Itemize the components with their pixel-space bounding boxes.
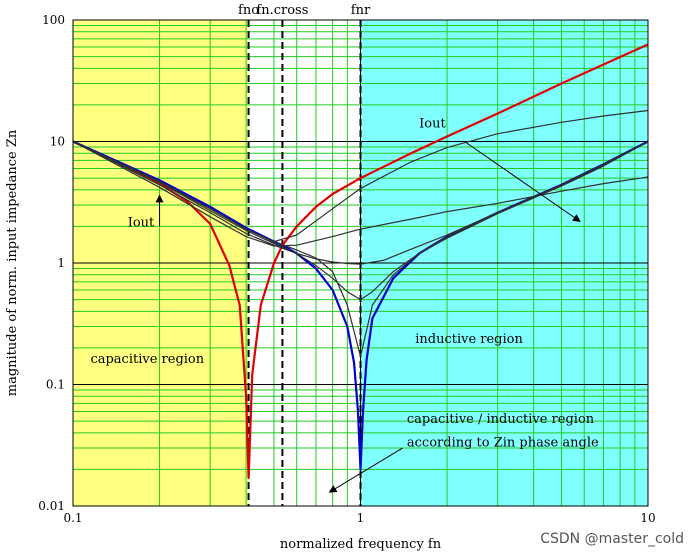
x-tick-label-0: 0.1: [63, 511, 82, 525]
annot-layer: Iout Iout capacitive region inductive regio…: [90, 117, 599, 493]
annotation-0: Iout: [128, 215, 155, 230]
annotation-2: capacitive region: [90, 352, 204, 367]
y-tick-label-4: 100: [42, 13, 65, 27]
annotation-3: inductive region: [415, 332, 523, 347]
series-line-5: [73, 140, 648, 247]
y-axis-label: magnitude of norm. input impedance Zn: [5, 129, 20, 396]
y-tick-label-0: 0.01: [38, 499, 65, 513]
marker-label-2: fnr: [351, 3, 371, 18]
annotation-1: Iout: [419, 117, 446, 132]
series-line-4: [73, 140, 648, 265]
series-layer: [73, 43, 648, 480]
marker-label-0: fno: [238, 3, 259, 18]
x-tick-label-2: 10: [640, 511, 655, 525]
y-tick-label-2: 1: [57, 256, 65, 270]
annotation-arrow-1: [464, 141, 581, 222]
plot-frame: [72, 19, 649, 507]
watermark: CSDN @master_cold: [540, 531, 684, 547]
series-line-6: [73, 109, 648, 243]
y-tick-label-1: 0.1: [46, 378, 65, 392]
series-line-3: [73, 140, 648, 301]
y-tick-label-3: 10: [50, 135, 65, 149]
annotation-5: according to Zin phase angle: [407, 435, 599, 450]
annotation-arrow-5: [328, 447, 403, 493]
marker-label-1: fn.cross: [256, 3, 308, 18]
x-axis-label: normalized frequency fn: [280, 537, 442, 552]
series-line-0: [73, 43, 648, 480]
x-tick-label-1: 1: [357, 511, 365, 525]
annotation-4: capacitive / inductive region: [407, 412, 595, 427]
